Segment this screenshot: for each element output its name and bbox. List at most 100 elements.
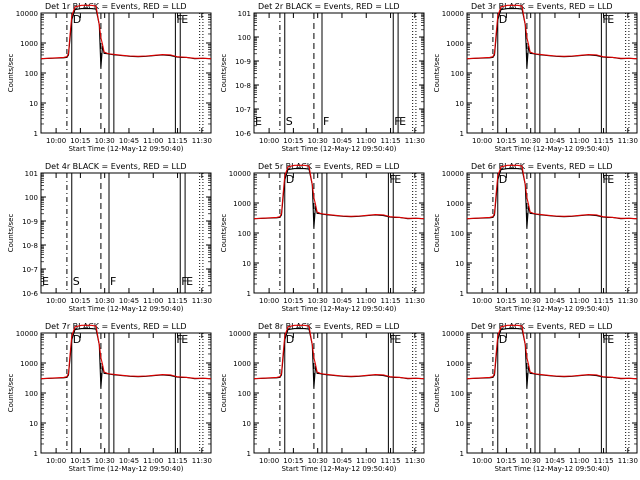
- x-axis-label: Start Time (12-May-12 09:50:40): [494, 145, 609, 153]
- x-tick-label: 11:00: [569, 297, 589, 305]
- series-line-lld: [40, 4, 212, 60]
- panel-det-3: Det 3r BLACK = Events, RED = LLD 1 10 100 10…: [433, 2, 638, 153]
- y-tick-label: 10: [29, 420, 38, 428]
- y-tick-label: 10000: [442, 330, 464, 338]
- y-tick-label: 100: [238, 390, 251, 398]
- marker-label: E: [394, 333, 401, 346]
- x-axis-label: Start Time (12-May-12 09:50:40): [494, 305, 609, 313]
- y-tick-label: 1000: [446, 200, 464, 208]
- marker-label: E: [399, 115, 406, 128]
- panel-det-2: Det 2r BLACK = Events, RED = LLD 10-6 10-7…: [220, 2, 425, 153]
- x-tick-label: 11:15: [167, 457, 187, 465]
- panel-title: Det 6r BLACK = Events, RED = LLD: [471, 162, 613, 171]
- y-tick-label: 1000: [233, 200, 251, 208]
- x-tick-label: 11:30: [192, 137, 212, 145]
- series-line-lld: [40, 324, 212, 380]
- marker-label: E: [186, 275, 193, 288]
- x-tick-label: 11:30: [405, 297, 425, 305]
- x-tick-label: 11:15: [380, 457, 400, 465]
- x-axis-label: Start Time (12-May-12 09:50:40): [68, 465, 183, 473]
- y-tick-label: 10: [242, 420, 251, 428]
- y-axis-label: Counts/sec: [7, 214, 15, 253]
- x-tick-label: 11:30: [618, 137, 638, 145]
- marker-label: F: [110, 275, 116, 288]
- x-axis-label: Start Time (12-May-12 09:50:40): [281, 305, 396, 313]
- x-tick-label: 10:15: [496, 457, 516, 465]
- y-tick-label: 100: [25, 390, 38, 398]
- marker-label: F: [323, 115, 329, 128]
- y-tick-label: 10-8: [235, 82, 251, 90]
- panel-det-7: Det 7r BLACK = Events, RED = LLD 1 10 100 10…: [7, 322, 212, 473]
- x-tick-label: 11:30: [192, 297, 212, 305]
- x-tick-label: 10:00: [259, 297, 279, 305]
- panel-det-1: Det 1r BLACK = Events, RED = LLD 1 10 100 10…: [7, 2, 212, 153]
- y-tick-label: 10-7: [22, 266, 38, 274]
- x-tick-label: 10:45: [332, 457, 352, 465]
- marker-label: F: [181, 275, 187, 288]
- y-axis-label: Counts/sec: [7, 54, 15, 93]
- y-tick-label: 10: [455, 260, 464, 268]
- marker-label: E: [181, 13, 188, 26]
- x-tick-label: 10:30: [95, 457, 115, 465]
- panel-det-8: Det 8r BLACK = Events, RED = LLD 1 10 100 10…: [220, 322, 425, 473]
- marker-label: F: [176, 333, 182, 346]
- marker-label: E: [394, 173, 401, 186]
- y-tick-label: 10000: [16, 330, 38, 338]
- x-tick-label: 10:45: [119, 137, 139, 145]
- y-tick-label: 100: [25, 194, 38, 202]
- x-tick-label: 11:00: [569, 137, 589, 145]
- x-tick-label: 11:30: [405, 457, 425, 465]
- x-tick-label: 10:30: [95, 297, 115, 305]
- y-tick-label: 10000: [229, 170, 251, 178]
- y-tick-label: 10: [242, 260, 251, 268]
- x-tick-label: 10:15: [70, 137, 90, 145]
- panel-title: Det 5r BLACK = Events, RED = LLD: [258, 162, 400, 171]
- series-line-lld: [253, 164, 425, 220]
- marker-label: S: [286, 115, 293, 128]
- panel-det-4: Det 4r BLACK = Events, RED = LLD 10-6 10-7…: [7, 162, 212, 313]
- marker-label: E: [607, 13, 614, 26]
- panel-det-9: Det 9r BLACK = Events, RED = LLD 1 10 100 10…: [433, 322, 638, 473]
- y-tick-label: 1000: [20, 40, 38, 48]
- marker-label: F: [389, 333, 395, 346]
- x-tick-label: 10:30: [521, 137, 541, 145]
- x-tick-label: 11:00: [143, 137, 163, 145]
- y-tick-label: 1: [460, 450, 464, 458]
- x-axis-label: Start Time (12-May-12 09:50:40): [494, 465, 609, 473]
- y-tick-label: 10000: [16, 10, 38, 18]
- x-tick-label: 11:30: [192, 457, 212, 465]
- y-tick-label: 10-7: [235, 106, 251, 114]
- marker-label: E: [607, 173, 614, 186]
- y-tick-label: 100: [451, 390, 464, 398]
- x-tick-label: 10:15: [70, 457, 90, 465]
- y-tick-label: 10-9: [22, 218, 38, 226]
- y-tick-label: 10-8: [22, 242, 38, 250]
- panel-title: Det 3r BLACK = Events, RED = LLD: [471, 2, 613, 11]
- y-tick-label: 1: [34, 130, 38, 138]
- y-axis-label: Counts/sec: [433, 374, 441, 413]
- x-tick-label: 10:00: [259, 137, 279, 145]
- y-tick-label: 1: [460, 130, 464, 138]
- x-tick-label: 10:15: [496, 297, 516, 305]
- marker-label: F: [394, 115, 400, 128]
- y-axis-label: Counts/sec: [220, 374, 228, 413]
- marker-label: F: [389, 173, 395, 186]
- x-tick-label: 10:00: [472, 137, 492, 145]
- y-axis-label: Counts/sec: [433, 214, 441, 253]
- marker-label: D: [499, 13, 507, 26]
- x-tick-label: 11:00: [356, 457, 376, 465]
- y-axis-label: Counts/sec: [7, 374, 15, 413]
- series-line-lld: [466, 324, 638, 380]
- x-tick-label: 11:00: [356, 137, 376, 145]
- y-tick-label: 1: [460, 290, 464, 298]
- y-tick-label: 10000: [229, 330, 251, 338]
- y-tick-label: 101: [238, 10, 251, 18]
- x-tick-label: 10:45: [545, 137, 565, 145]
- x-tick-label: 11:30: [618, 457, 638, 465]
- x-tick-label: 10:45: [545, 457, 565, 465]
- series-line-lld: [466, 164, 638, 220]
- x-tick-label: 10:00: [46, 137, 66, 145]
- x-tick-label: 10:45: [119, 297, 139, 305]
- marker-label: F: [602, 333, 608, 346]
